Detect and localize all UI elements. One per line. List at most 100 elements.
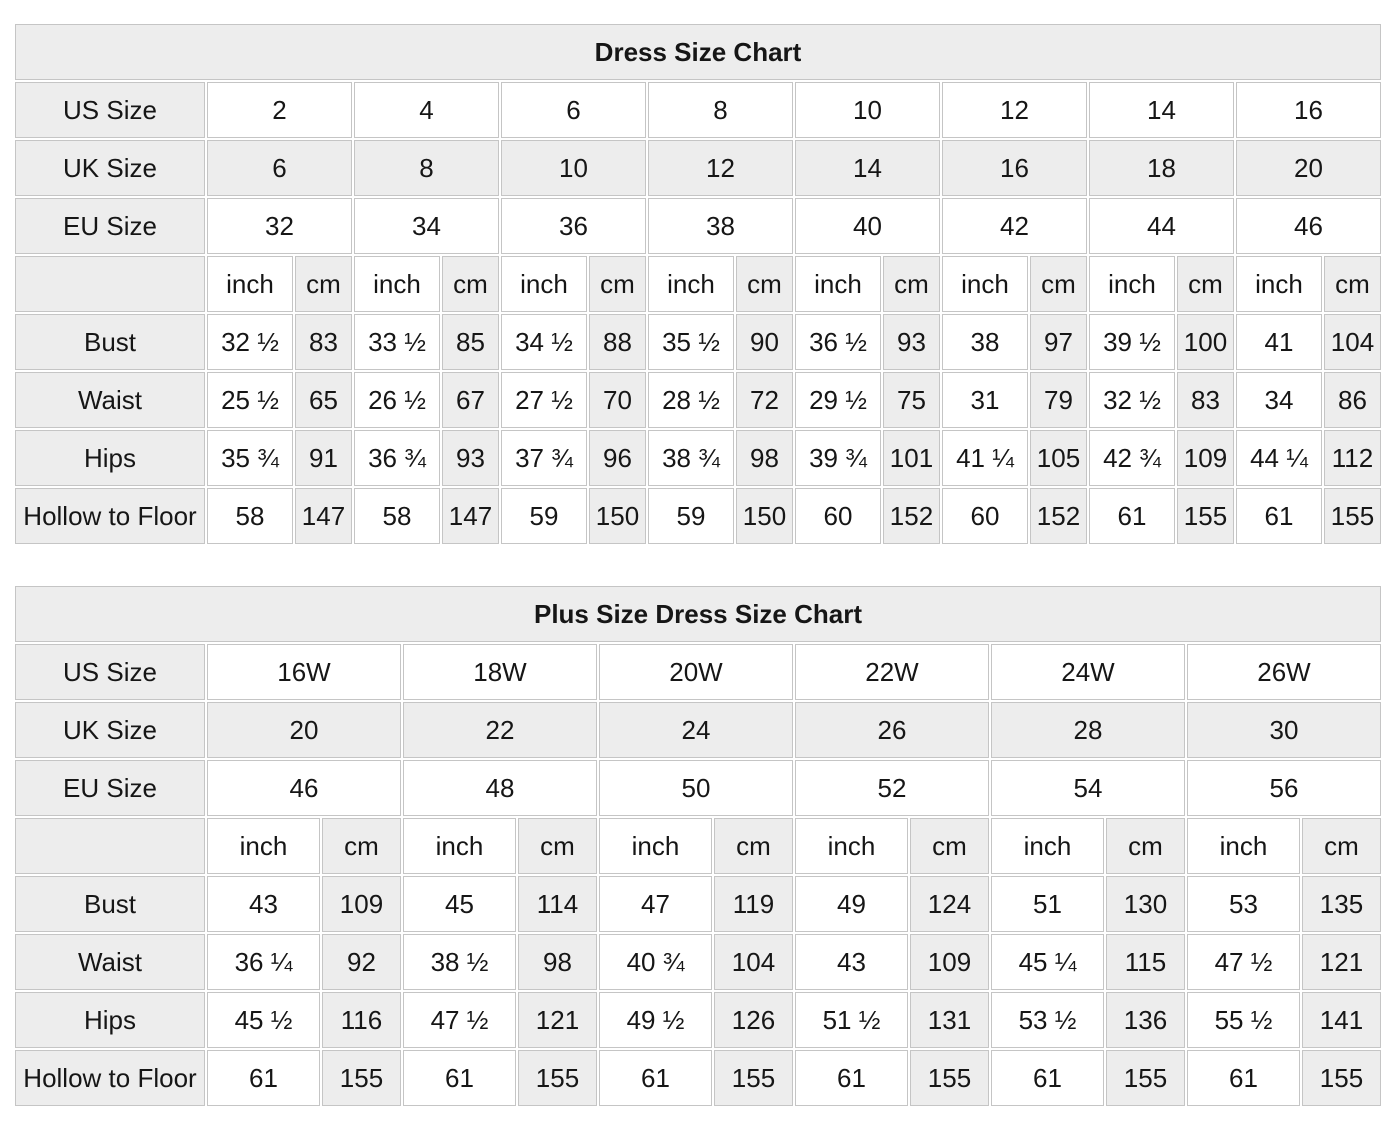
- cm-value-cell: 112: [1324, 430, 1381, 486]
- inch-value-cell: 36 ½: [795, 314, 881, 370]
- size-value-cell: 52: [795, 760, 989, 816]
- row-label-cell: Hollow to Floor: [15, 1050, 205, 1106]
- cm-value-cell: 155: [1106, 1050, 1185, 1106]
- cm-value-cell: 155: [714, 1050, 793, 1106]
- unit-inch-cell: inch: [1187, 818, 1300, 874]
- inch-value-cell: 61: [207, 1050, 320, 1106]
- cm-value-cell: 105: [1030, 430, 1087, 486]
- row-label-cell: Hollow to Floor: [15, 488, 205, 544]
- cm-value-cell: 136: [1106, 992, 1185, 1048]
- chart-title: Plus Size Dress Size Chart: [15, 586, 1381, 642]
- cm-value-cell: 155: [518, 1050, 597, 1106]
- inch-value-cell: 58: [354, 488, 440, 544]
- inch-value-cell: 34 ½: [501, 314, 587, 370]
- cm-value-cell: 86: [1324, 372, 1381, 428]
- size-value-cell: 24W: [991, 644, 1185, 700]
- unit-cm-cell: cm: [883, 256, 940, 312]
- inch-value-cell: 45 ¼: [991, 934, 1104, 990]
- inch-value-cell: 61: [1236, 488, 1322, 544]
- cm-value-cell: 67: [442, 372, 499, 428]
- size-row: US Size 2 4 6 8 10 12 14 16: [15, 82, 1381, 138]
- plus-size-dress-size-chart: Plus Size Dress Size Chart US Size 16W 18W 2…: [13, 584, 1383, 1108]
- unit-inch-cell: inch: [599, 818, 712, 874]
- inch-value-cell: 43: [795, 934, 908, 990]
- size-value-cell: 6: [207, 140, 352, 196]
- size-value-cell: 10: [501, 140, 646, 196]
- size-value-cell: 6: [501, 82, 646, 138]
- cm-value-cell: 65: [295, 372, 352, 428]
- dress-size-chart: Dress Size Chart US Size 2 4 6 8 10 12 14 16 UK Si…: [13, 22, 1383, 546]
- size-value-cell: 20W: [599, 644, 793, 700]
- inch-value-cell: 32 ½: [1089, 372, 1175, 428]
- cm-value-cell: 109: [1177, 430, 1234, 486]
- cm-value-cell: 116: [322, 992, 401, 1048]
- row-label-cell: EU Size: [15, 760, 205, 816]
- cm-value-cell: 88: [589, 314, 646, 370]
- plus-size-dress-size-chart-section: Plus Size Dress Size Chart US Size 16W 18W 2…: [13, 584, 1400, 1108]
- dress-size-chart-section: Dress Size Chart US Size 2 4 6 8 10 12 14 16 UK Si…: [13, 22, 1400, 546]
- size-value-cell: 22W: [795, 644, 989, 700]
- inch-value-cell: 60: [942, 488, 1028, 544]
- size-value-cell: 16W: [207, 644, 401, 700]
- size-value-cell: 28: [991, 702, 1185, 758]
- corner-cell: [15, 256, 205, 312]
- inch-value-cell: 61: [795, 1050, 908, 1106]
- size-value-cell: 34: [354, 198, 499, 254]
- inch-value-cell: 40 ¾: [599, 934, 712, 990]
- inch-value-cell: 43: [207, 876, 320, 932]
- unit-inch-cell: inch: [795, 256, 881, 312]
- size-value-cell: 38: [648, 198, 793, 254]
- unit-cm-cell: cm: [442, 256, 499, 312]
- cm-value-cell: 130: [1106, 876, 1185, 932]
- size-value-cell: 8: [648, 82, 793, 138]
- row-label-cell: UK Size: [15, 702, 205, 758]
- size-row: EU Size 32 34 36 38 40 42 44 46: [15, 198, 1381, 254]
- inch-value-cell: 60: [795, 488, 881, 544]
- cm-value-cell: 70: [589, 372, 646, 428]
- cm-value-cell: 135: [1302, 876, 1381, 932]
- inch-value-cell: 58: [207, 488, 293, 544]
- unit-inch-cell: inch: [403, 818, 516, 874]
- cm-value-cell: 100: [1177, 314, 1234, 370]
- unit-inch-cell: inch: [1236, 256, 1322, 312]
- measurement-row: Waist 36 ¼ 92 38 ½ 98 40 ¾ 104 43 109 45 ¼ 115 47 ½…: [15, 934, 1381, 990]
- unit-cm-cell: cm: [910, 818, 989, 874]
- inch-value-cell: 41: [1236, 314, 1322, 370]
- unit-inch-cell: inch: [207, 256, 293, 312]
- size-row: UK Size 6 8 10 12 14 16 18 20: [15, 140, 1381, 196]
- size-value-cell: 18: [1089, 140, 1234, 196]
- measurement-row: Hollow to Floor 61 155 61 155 61 155 61 155 61 155…: [15, 1050, 1381, 1106]
- measurement-row: Hips 45 ½ 116 47 ½ 121 49 ½ 126 51 ½ 131 53 ½ 136 5…: [15, 992, 1381, 1048]
- cm-value-cell: 152: [1030, 488, 1087, 544]
- inch-value-cell: 55 ½: [1187, 992, 1300, 1048]
- measurement-row: Bust 43 109 45 114 47 119 49 124 51 130 53 135: [15, 876, 1381, 932]
- cm-value-cell: 150: [589, 488, 646, 544]
- unit-inch-cell: inch: [991, 818, 1104, 874]
- title-row: Plus Size Dress Size Chart: [15, 586, 1381, 642]
- size-charts-page: Dress Size Chart US Size 2 4 6 8 10 12 14 16 UK Si…: [13, 22, 1400, 1108]
- unit-cm-cell: cm: [589, 256, 646, 312]
- size-value-cell: 10: [795, 82, 940, 138]
- unit-cm-cell: cm: [518, 818, 597, 874]
- row-label-cell: Hips: [15, 992, 205, 1048]
- inch-value-cell: 59: [648, 488, 734, 544]
- inch-value-cell: 35 ½: [648, 314, 734, 370]
- measurement-row: Hollow to Floor 58 147 58 147 59 150 59 150 60 152…: [15, 488, 1381, 544]
- size-value-cell: 42: [942, 198, 1087, 254]
- cm-value-cell: 92: [322, 934, 401, 990]
- unit-inch-cell: inch: [648, 256, 734, 312]
- inch-value-cell: 53: [1187, 876, 1300, 932]
- unit-inch-cell: inch: [795, 818, 908, 874]
- row-label-cell: US Size: [15, 82, 205, 138]
- unit-cm-cell: cm: [1324, 256, 1381, 312]
- inch-value-cell: 28 ½: [648, 372, 734, 428]
- inch-value-cell: 34: [1236, 372, 1322, 428]
- inch-value-cell: 39 ½: [1089, 314, 1175, 370]
- cm-value-cell: 150: [736, 488, 793, 544]
- unit-inch-cell: inch: [354, 256, 440, 312]
- cm-value-cell: 119: [714, 876, 793, 932]
- size-row: UK Size 20 22 24 26 28 30: [15, 702, 1381, 758]
- size-value-cell: 22: [403, 702, 597, 758]
- cm-value-cell: 83: [295, 314, 352, 370]
- unit-cm-cell: cm: [295, 256, 352, 312]
